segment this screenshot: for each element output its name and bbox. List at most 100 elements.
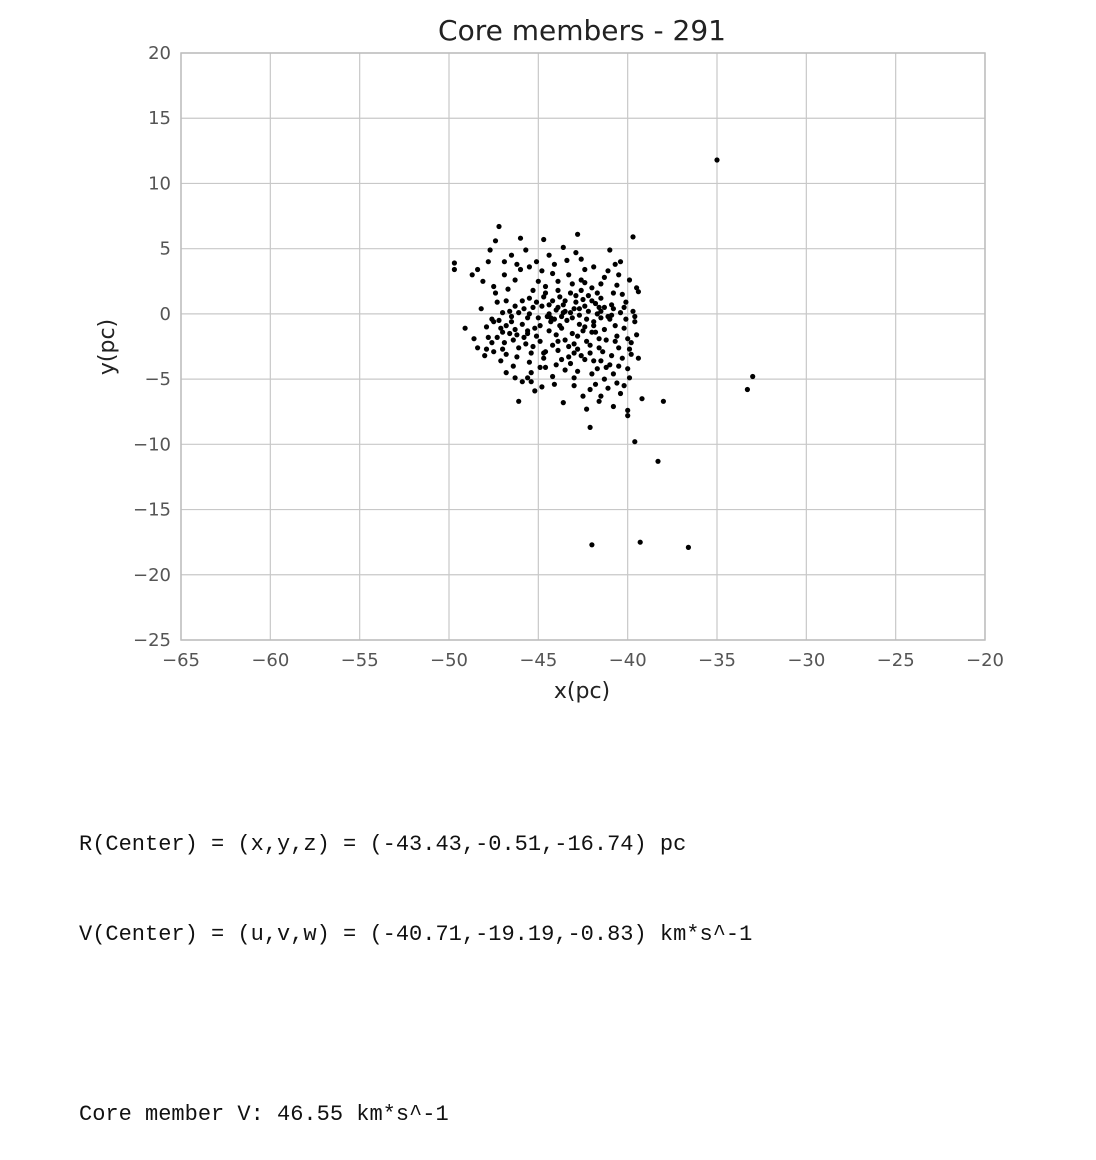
data-point — [616, 272, 622, 278]
data-point — [614, 333, 620, 339]
data-point — [591, 358, 597, 364]
data-point — [505, 286, 511, 292]
data-point — [612, 323, 618, 329]
data-point — [573, 299, 579, 305]
data-point — [551, 316, 558, 322]
data-point — [546, 311, 552, 317]
data-point — [483, 346, 490, 352]
data-point — [501, 272, 507, 278]
data-point — [462, 325, 468, 331]
data-point — [550, 342, 556, 348]
data-point — [589, 371, 595, 377]
data-point — [519, 379, 525, 385]
data-point — [567, 360, 574, 367]
data-point — [514, 261, 520, 267]
data-point — [532, 388, 538, 394]
data-point — [617, 259, 624, 265]
data-point — [553, 362, 559, 368]
data-point — [526, 311, 533, 317]
data-point — [508, 313, 515, 320]
data-point — [517, 235, 524, 241]
data-point — [512, 375, 518, 381]
data-point — [589, 285, 595, 291]
data-point — [560, 400, 566, 406]
data-point — [480, 278, 486, 284]
data-point — [514, 332, 520, 338]
data-point — [605, 268, 611, 274]
data-point — [609, 312, 615, 318]
data-point — [623, 299, 629, 305]
y-axis-ticks: 20 15 10 5 0 −5 −10 −15 −20 −25 — [133, 43, 171, 651]
data-point — [517, 266, 524, 273]
y-tick-label: 10 — [148, 173, 171, 194]
data-point — [580, 296, 586, 303]
data-point — [560, 244, 566, 250]
scatter-chart: Core members - 291 −65 −60 −55 −50 −45 −40 −35… — [95, 14, 1004, 704]
data-point — [635, 355, 642, 361]
chart-title: Core members - 291 — [438, 14, 726, 47]
data-point — [535, 315, 541, 321]
data-point — [601, 376, 608, 382]
data-point — [585, 293, 592, 299]
data-point — [630, 234, 636, 240]
data-point — [685, 544, 692, 551]
data-point — [578, 256, 584, 262]
data-point — [571, 350, 577, 356]
data-point — [567, 310, 574, 316]
data-point — [655, 458, 661, 464]
data-point — [598, 281, 604, 287]
data-point — [612, 338, 618, 344]
data-point — [569, 281, 575, 287]
data-point — [585, 308, 592, 314]
data-point — [584, 338, 590, 344]
data-point — [601, 326, 608, 333]
x-tick-label: −50 — [430, 650, 468, 671]
data-point — [546, 252, 552, 258]
data-point — [550, 270, 556, 277]
data-point — [555, 347, 561, 353]
data-point — [451, 266, 457, 273]
data-point — [510, 363, 516, 369]
data-point — [592, 300, 599, 307]
data-point — [571, 383, 577, 389]
data-point — [507, 330, 513, 337]
data-point — [535, 278, 541, 284]
data-point — [539, 303, 545, 309]
x-tick-label: −45 — [519, 650, 557, 671]
data-point — [451, 260, 457, 266]
data-point — [503, 298, 509, 304]
data-point — [564, 257, 570, 263]
data-point — [500, 329, 506, 335]
data-point — [607, 247, 613, 253]
data-point — [614, 380, 620, 386]
x-tick-label: −35 — [698, 650, 736, 671]
y-tick-label: −15 — [133, 500, 171, 521]
data-point — [589, 542, 595, 548]
data-point — [630, 308, 636, 314]
data-point — [528, 350, 534, 356]
data-point — [501, 340, 507, 346]
data-point — [569, 330, 575, 337]
data-point — [541, 236, 547, 243]
data-point — [571, 341, 577, 347]
data-point — [587, 386, 593, 393]
data-point — [596, 336, 602, 342]
data-point — [566, 272, 572, 278]
data-point — [625, 366, 631, 372]
data-point — [525, 315, 531, 321]
data-point — [634, 285, 640, 291]
console-output: R(Center) = (x,y,z) = (-43.43,-0.51,-16.… — [79, 770, 752, 1160]
data-point — [492, 238, 499, 244]
data-point — [598, 308, 604, 314]
data-point — [634, 332, 640, 338]
data-point — [491, 349, 497, 355]
r-center-line: R(Center) = (x,y,z) = (-43.43,-0.51,-16.… — [79, 832, 687, 857]
data-point — [528, 379, 534, 385]
data-point — [625, 407, 631, 413]
data-point — [494, 299, 500, 305]
data-point — [621, 304, 627, 310]
data-point — [598, 393, 604, 399]
data-point — [503, 351, 509, 357]
data-point — [594, 366, 600, 372]
data-point — [610, 403, 617, 410]
